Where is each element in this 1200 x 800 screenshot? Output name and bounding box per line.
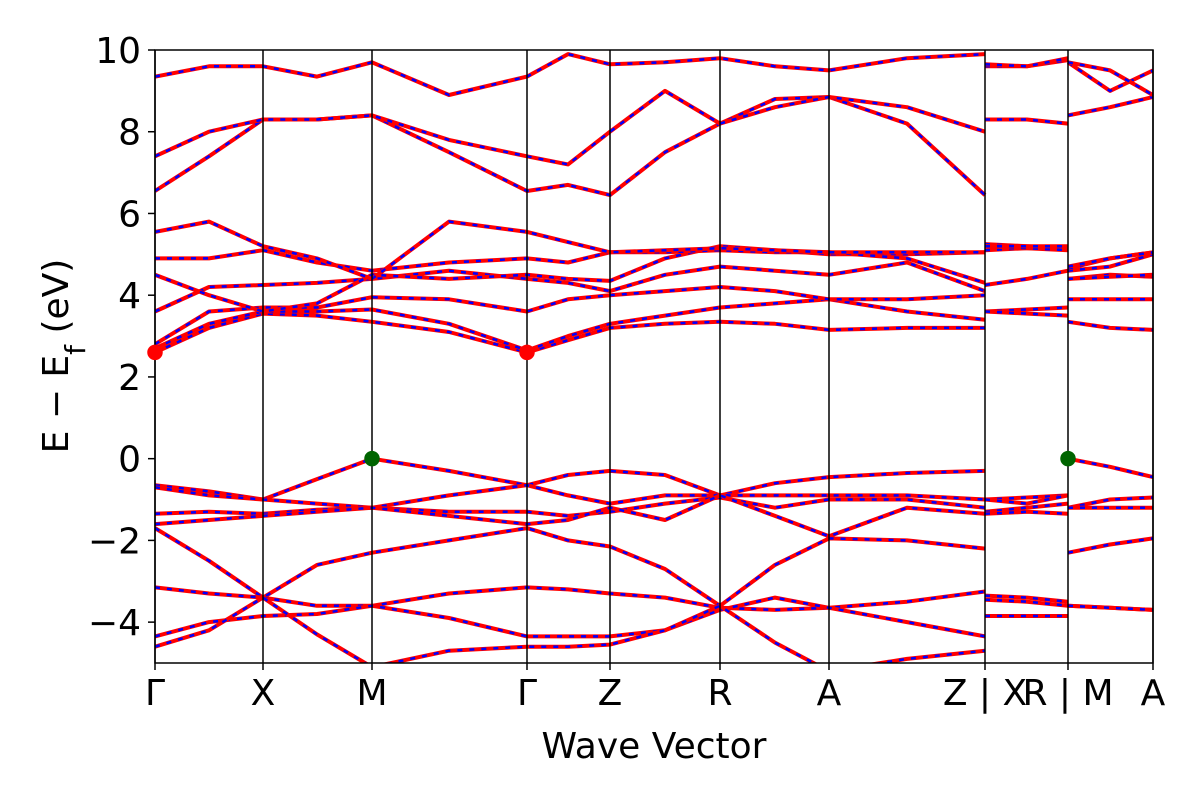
extremum-marker (1060, 450, 1076, 467)
extremum-marker (364, 450, 380, 467)
y-label-sub: f (59, 344, 92, 355)
y-tick-label: −2 (88, 521, 141, 562)
y-tick-label: 6 (118, 194, 141, 235)
x-axis-label: Wave Vector (542, 726, 767, 767)
x-tick-label: Γ (517, 673, 537, 714)
y-label-part: (eV) (36, 259, 77, 345)
x-tick-label: Z (598, 673, 623, 714)
band-dash (155, 496, 1153, 518)
x-tick-label: Γ (145, 673, 165, 714)
band-dash (155, 457, 1153, 501)
x-tick-label: M (356, 673, 387, 714)
x-tick-label: X (251, 673, 276, 714)
x-tick-label: A (817, 673, 842, 714)
band-dash (155, 494, 1153, 554)
y-tick-label: 2 (118, 358, 141, 399)
y-tick-label: 4 (118, 276, 141, 317)
band-dash (155, 220, 1153, 281)
y-tick-label: 10 (95, 31, 141, 72)
band-dash (155, 52, 1153, 97)
x-tick-label: A (1141, 673, 1166, 714)
x-tick-label: Z | X (943, 673, 1027, 714)
extremum-marker (147, 344, 163, 361)
y-label-part: E − E (36, 355, 77, 454)
band-dash (155, 298, 1153, 352)
plot-area (155, 52, 1153, 663)
y-tick-label: −4 (88, 603, 141, 644)
y-tick-label: 8 (118, 113, 141, 154)
x-tick-label: R (707, 673, 732, 714)
extremum-marker (519, 344, 535, 361)
band-dash (155, 596, 1068, 638)
x-tick-label: R | M (1022, 673, 1113, 714)
band-dash (155, 483, 1153, 509)
band-dash (155, 596, 986, 663)
band-dash (155, 586, 1153, 612)
y-tick-label: 0 (118, 440, 141, 481)
band-dash (155, 246, 1153, 313)
y-axis-label: E − Ef (eV) (36, 259, 92, 454)
